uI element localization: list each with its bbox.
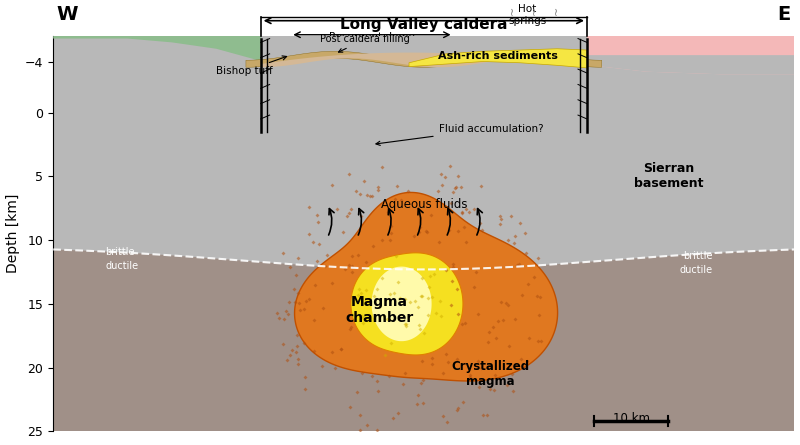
Text: brittle: brittle [105, 247, 134, 257]
Y-axis label: Depth [km]: Depth [km] [6, 194, 19, 273]
Text: Post caldera filling: Post caldera filling [320, 34, 410, 52]
Polygon shape [54, 36, 794, 432]
Polygon shape [261, 53, 558, 67]
Text: Long Valley caldera: Long Valley caldera [340, 17, 507, 32]
Text: Crystallized
magma: Crystallized magma [451, 360, 530, 388]
Polygon shape [587, 55, 794, 74]
Text: ~: ~ [530, 6, 540, 15]
Polygon shape [54, 36, 261, 61]
Text: Fluid accumulation?: Fluid accumulation? [376, 124, 543, 146]
Polygon shape [587, 36, 794, 74]
Text: Aqueous fluids: Aqueous fluids [381, 198, 467, 211]
Polygon shape [371, 267, 432, 341]
Polygon shape [294, 192, 558, 381]
Text: Magma
chamber: Magma chamber [346, 295, 414, 325]
Text: Resurgent dome: Resurgent dome [329, 32, 415, 41]
Text: Bishop tuff: Bishop tuff [216, 56, 286, 76]
Text: ductile: ductile [105, 262, 138, 271]
Text: ductile: ductile [680, 265, 713, 275]
Text: ~: ~ [508, 6, 518, 15]
Polygon shape [54, 36, 794, 269]
Polygon shape [246, 51, 602, 67]
Text: ~: ~ [552, 6, 562, 15]
Text: 10 km: 10 km [613, 413, 650, 425]
Text: Ash-rich sediments: Ash-rich sediments [438, 52, 558, 61]
Text: Hot
springs: Hot springs [509, 4, 546, 26]
Text: E: E [778, 5, 790, 24]
Text: W: W [57, 5, 78, 24]
Polygon shape [409, 49, 587, 68]
Polygon shape [261, 36, 587, 68]
Text: brittle: brittle [683, 251, 713, 261]
Text: Sierran
basement: Sierran basement [634, 162, 703, 190]
Polygon shape [351, 253, 463, 355]
